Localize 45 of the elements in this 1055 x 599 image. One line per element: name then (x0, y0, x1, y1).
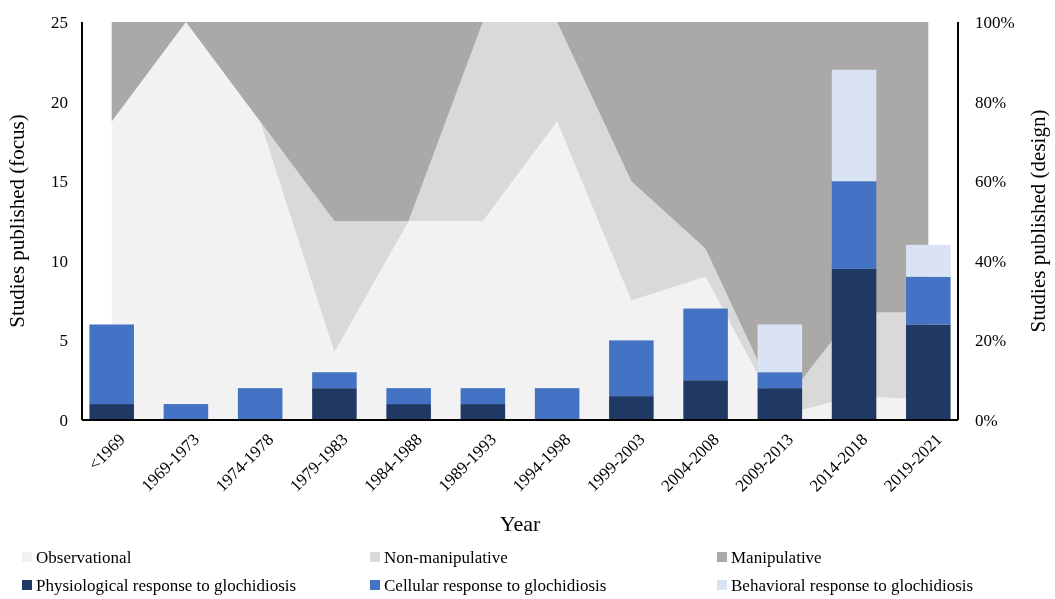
bar (163, 404, 209, 420)
bar (757, 388, 803, 420)
y-tick-label: 20 (51, 92, 68, 112)
bar (386, 388, 431, 405)
x-axis-title: Year (499, 511, 541, 536)
y2-tick-label: 80% (975, 92, 1007, 112)
bar (386, 404, 431, 420)
bar (683, 308, 728, 381)
bar (906, 324, 951, 420)
y-tick-label: 25 (51, 12, 68, 32)
bar (757, 324, 803, 373)
y2-tick-label: 100% (975, 12, 1015, 32)
bar (609, 396, 654, 420)
y2-axis-title: Studies published (design) (1026, 109, 1050, 333)
y-tick-label: 10 (51, 251, 68, 271)
bar (683, 380, 728, 420)
legend-label: Manipulative (731, 547, 822, 567)
y2-tick-label: 0% (975, 410, 998, 430)
legend-label: Observational (36, 547, 132, 567)
y-tick-label: 0 (59, 410, 68, 430)
y-tick-label: 15 (51, 172, 68, 192)
bar (534, 388, 580, 420)
bar (757, 372, 803, 389)
bar (460, 388, 506, 405)
bar (89, 404, 134, 420)
bar (89, 324, 134, 405)
bar (831, 268, 877, 420)
bar (906, 244, 951, 277)
y2-tick-label: 20% (975, 331, 1007, 351)
bar (831, 181, 877, 269)
bar (312, 388, 357, 420)
bar (312, 372, 357, 389)
bar (609, 340, 654, 397)
bar (831, 69, 877, 182)
bar (906, 276, 951, 325)
bar (460, 404, 506, 420)
y-axis-title: Studies published (focus) (5, 114, 29, 328)
bar (237, 388, 283, 420)
y-tick-label: 5 (59, 331, 68, 351)
legend-label: Physiological response to glochidiosis (36, 575, 297, 595)
legend-label: Behavioral response to glochidiosis (731, 575, 974, 595)
legend-label: Non-manipulative (384, 547, 508, 567)
y2-tick-label: 40% (975, 251, 1007, 271)
legend-label: Cellular response to glochidiosis (384, 575, 607, 595)
y2-tick-label: 60% (975, 172, 1007, 192)
